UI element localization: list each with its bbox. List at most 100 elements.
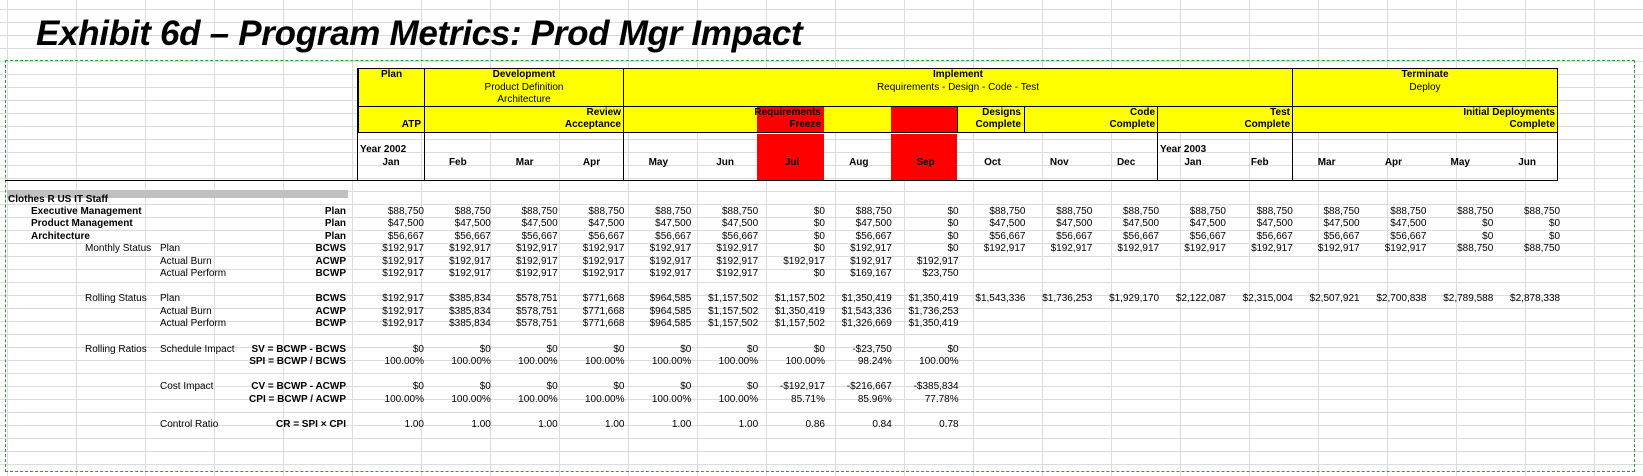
table-cell[interactable]: 77.78% (924, 393, 959, 405)
table-cell[interactable]: $88,750 (454, 206, 491, 217)
table-cell[interactable]: $192,917 (515, 255, 558, 267)
table-cell[interactable]: 100.00% (718, 393, 759, 405)
table-cell[interactable]: $0 (680, 343, 692, 355)
table-cell[interactable]: $192,917 (649, 255, 692, 267)
table-cell[interactable]: $56,667 (588, 230, 625, 242)
table-cell[interactable]: 100.00% (651, 356, 692, 367)
table-cell[interactable]: $0 (613, 343, 625, 355)
table-cell[interactable]: $1,326,669 (841, 318, 892, 330)
table-cell[interactable]: $1,157,502 (708, 305, 759, 317)
table-cell[interactable]: $56,667 (454, 230, 491, 242)
table-cell[interactable]: $47,500 (1390, 218, 1427, 230)
table-cell[interactable]: $88,750 (1256, 206, 1293, 217)
table-cell[interactable]: 85.71% (791, 393, 825, 405)
table-cell[interactable]: 1.00 (538, 419, 558, 431)
table-cell[interactable]: $192,917 (582, 268, 625, 279)
table-cell[interactable]: $578,751 (515, 293, 558, 305)
milestone-deploy-cell[interactable] (1292, 106, 1558, 133)
table-cell[interactable]: $0 (1548, 230, 1561, 242)
table-cell[interactable]: $56,667 (1189, 230, 1226, 242)
table-cell[interactable]: $88,750 (1323, 206, 1360, 217)
table-cell[interactable]: $56,667 (989, 230, 1026, 242)
table-cell[interactable]: $88,750 (1390, 206, 1427, 217)
table-cell[interactable]: $0 (412, 381, 424, 393)
table-cell[interactable]: $192,917 (1184, 243, 1226, 255)
milestone-atp-cell[interactable] (358, 106, 425, 133)
table-cell[interactable]: $192,917 (582, 243, 625, 255)
table-cell[interactable]: $2,789,588 (1443, 293, 1494, 305)
table-cell[interactable]: $2,315,004 (1242, 293, 1293, 305)
table-cell[interactable]: $0 (813, 218, 825, 230)
table-cell[interactable]: $385,834 (449, 305, 491, 317)
table-cell[interactable]: $47,500 (387, 218, 424, 230)
table-cell[interactable]: 85.96% (857, 393, 892, 405)
milestone-review-cell[interactable] (424, 106, 624, 133)
table-cell[interactable]: 1.00 (671, 419, 692, 431)
phase-implement-cell[interactable] (623, 68, 1293, 107)
table-cell[interactable]: $1,350,419 (774, 305, 825, 317)
table-cell[interactable]: $1,157,502 (774, 293, 825, 305)
table-cell[interactable]: -$192,917 (779, 381, 825, 393)
table-cell[interactable]: $88,750 (655, 206, 692, 217)
table-cell[interactable]: $0 (813, 343, 825, 355)
table-cell[interactable]: 100.00% (518, 393, 558, 405)
table-cell[interactable]: $192,917 (515, 243, 558, 255)
table-cell[interactable]: $0 (813, 230, 825, 242)
table-cell[interactable]: $88,750 (989, 206, 1026, 217)
table-cell[interactable]: $192,917 (716, 243, 759, 255)
table-cell[interactable]: 1.00 (404, 419, 424, 431)
table-cell[interactable]: $192,917 (382, 318, 424, 330)
table-cell[interactable]: $56,667 (521, 230, 558, 242)
table-cell[interactable]: $1,157,502 (708, 318, 759, 330)
table-cell[interactable]: $47,500 (588, 218, 625, 230)
table-cell[interactable]: $771,668 (582, 318, 625, 330)
milestone-designs-cell[interactable] (957, 106, 1025, 133)
table-cell[interactable]: $192,917 (382, 268, 424, 279)
table-cell[interactable]: $56,667 (1323, 230, 1360, 242)
table-cell[interactable]: $964,585 (649, 293, 692, 305)
table-cell[interactable]: $578,751 (515, 318, 558, 330)
table-cell[interactable]: $192,917 (1251, 243, 1293, 255)
table-cell[interactable]: $192,917 (382, 243, 424, 255)
table-cell[interactable]: $56,667 (855, 230, 892, 242)
table-cell[interactable]: 1.00 (471, 419, 491, 431)
table-cell[interactable]: $47,500 (1189, 218, 1226, 230)
table-cell[interactable]: $192,917 (1050, 243, 1093, 255)
table-cell[interactable]: $0 (813, 243, 825, 255)
table-cell[interactable]: 1.00 (605, 419, 625, 431)
table-cell[interactable]: 100.00% (919, 356, 959, 367)
milestone-code-cell[interactable] (1024, 106, 1158, 133)
table-cell[interactable]: $0 (947, 243, 959, 255)
table-cell[interactable]: $0 (1482, 230, 1494, 242)
table-cell[interactable]: 100.00% (451, 393, 491, 405)
table-cell[interactable]: $192,917 (716, 268, 759, 279)
table-cell[interactable]: $56,667 (655, 230, 692, 242)
table-cell[interactable]: 1.00 (738, 419, 759, 431)
table-cell[interactable]: $192,917 (850, 243, 892, 255)
table-cell[interactable]: $56,667 (1056, 230, 1093, 242)
table-cell[interactable]: 100.00% (518, 356, 558, 367)
table-cell[interactable]: $1,736,253 (908, 305, 959, 317)
table-cell[interactable]: 98.24% (857, 356, 892, 367)
table-cell[interactable]: $192,917 (649, 268, 692, 279)
table-cell[interactable]: -$216,667 (846, 381, 892, 393)
table-cell[interactable]: $88,750 (1457, 243, 1494, 255)
table-cell[interactable]: $47,500 (855, 218, 892, 230)
table-cell[interactable]: $0 (947, 218, 959, 230)
table-cell[interactable]: $385,834 (449, 293, 491, 305)
table-cell[interactable]: $47,500 (1056, 218, 1093, 230)
table-cell[interactable]: $771,668 (582, 305, 625, 317)
table-cell[interactable]: $1,929,170 (1109, 293, 1160, 305)
table-cell[interactable]: $47,500 (454, 218, 491, 230)
table-cell[interactable]: $192,917 (916, 255, 959, 267)
table-cell[interactable]: $88,750 (521, 206, 558, 217)
table-cell[interactable]: 100.00% (718, 356, 759, 367)
table-cell[interactable]: $47,500 (655, 218, 692, 230)
table-cell[interactable]: $0 (479, 381, 491, 393)
table-cell[interactable]: $192,917 (1117, 243, 1160, 255)
table-cell[interactable]: $0 (947, 343, 959, 355)
table-cell[interactable]: $2,122,087 (1175, 293, 1226, 305)
table-cell[interactable]: $0 (947, 230, 959, 242)
table-cell[interactable]: $47,500 (989, 218, 1026, 230)
table-cell[interactable]: $0 (1548, 218, 1561, 230)
